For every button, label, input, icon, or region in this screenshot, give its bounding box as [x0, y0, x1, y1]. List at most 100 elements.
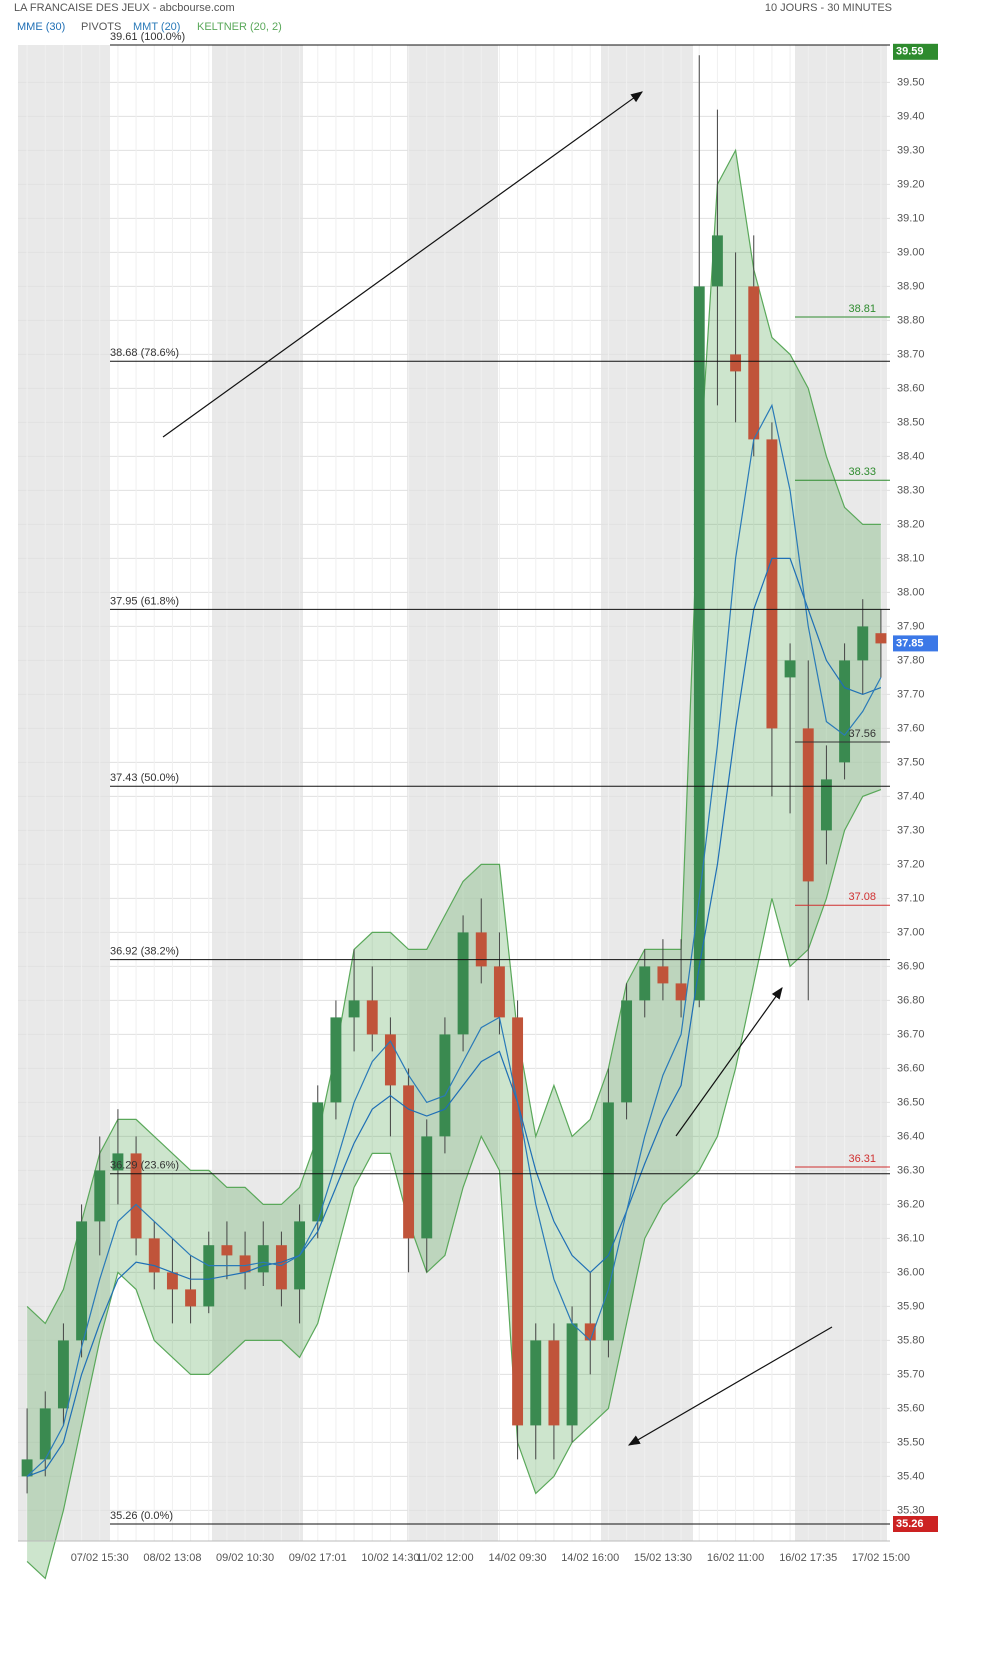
candle-body — [711, 235, 723, 287]
fib-label: 36.29 (23.6%) — [110, 1160, 179, 1172]
y-tick-label: 38.90 — [897, 280, 925, 292]
candle-body — [94, 1170, 106, 1222]
candle-body — [857, 626, 869, 661]
candle-body — [475, 932, 487, 967]
candle-body — [602, 1102, 614, 1341]
candle-body — [348, 1000, 360, 1018]
candle-body — [239, 1255, 251, 1273]
y-tick-label: 38.80 — [897, 314, 925, 326]
y-tick-label: 36.80 — [897, 994, 925, 1006]
candle-body — [166, 1272, 178, 1290]
y-tick-label: 38.50 — [897, 416, 925, 428]
y-tick-label: 36.30 — [897, 1164, 925, 1176]
y-tick-label: 37.30 — [897, 824, 925, 836]
candle-body — [148, 1238, 160, 1273]
y-tick-label: 37.40 — [897, 790, 925, 802]
candle-body — [548, 1340, 560, 1426]
grid — [18, 45, 890, 1541]
x-tick-label: 16/02 11:00 — [707, 1552, 764, 1564]
candle-body — [530, 1340, 542, 1426]
candle-body — [275, 1245, 287, 1290]
y-tick-label: 37.50 — [897, 756, 925, 768]
candle-body — [748, 286, 760, 440]
candle-body — [457, 932, 469, 1035]
fib-label: 37.95 (61.8%) — [110, 595, 179, 607]
keltner-upper — [26, 148, 881, 1325]
candle-body — [112, 1153, 124, 1171]
y-tick-label: 37.80 — [897, 654, 925, 666]
candle-body — [512, 1017, 524, 1426]
plot — [21, 55, 887, 1580]
pivot-label: 38.33 — [848, 466, 876, 478]
pivot-label: 37.56 — [848, 728, 876, 740]
keltner-fill — [27, 150, 881, 1579]
candle-body — [493, 966, 505, 1018]
x-tick-label: 10/02 14:30 — [361, 1552, 419, 1564]
y-tick-label: 35.40 — [897, 1470, 925, 1482]
pivot-label: 36.31 — [848, 1153, 876, 1165]
y-tick-label: 38.00 — [897, 586, 925, 598]
y-tick-label: 38.10 — [897, 552, 925, 564]
fib-label: 35.26 (0.0%) — [110, 1510, 173, 1522]
y-tick-label: 37.10 — [897, 892, 925, 904]
candle-body — [384, 1034, 396, 1086]
arrow — [627, 1326, 833, 1446]
y-tick-label: 36.20 — [897, 1198, 925, 1210]
candle-body — [76, 1221, 88, 1341]
y-tick-label: 39.40 — [897, 110, 925, 122]
legend-entry: MMT (20) — [133, 21, 180, 33]
price-badge-label: 39.59 — [896, 46, 924, 58]
candle-body — [766, 439, 778, 729]
candle-body — [21, 1459, 33, 1477]
candle-body — [366, 1000, 378, 1035]
candle-body — [203, 1245, 215, 1307]
legend-entry: MME (30) — [17, 21, 65, 33]
x-tick-label: 14/02 09:30 — [489, 1552, 547, 1564]
candle-body — [584, 1323, 596, 1341]
candle-body — [657, 966, 669, 984]
x-tick-label: 09/02 17:01 — [289, 1552, 347, 1564]
candle-body — [639, 966, 651, 1001]
day-band — [407, 45, 498, 1541]
y-tick-label: 39.10 — [897, 212, 925, 224]
keltner-lower — [26, 789, 882, 1580]
y-tick-label: 36.70 — [897, 1028, 925, 1040]
candle-body — [312, 1102, 324, 1222]
x-tick-label: 11/02 12:00 — [416, 1552, 473, 1564]
y-tick-label: 37.20 — [897, 858, 925, 870]
price-badge — [893, 635, 938, 652]
candle-body — [730, 354, 742, 372]
x-tick-label: 16/02 17:35 — [779, 1552, 837, 1564]
y-tick-label: 38.70 — [897, 348, 925, 360]
day-band — [18, 45, 110, 1541]
y-tick-label: 38.40 — [897, 450, 925, 462]
candle-body — [784, 660, 796, 678]
arrow — [162, 91, 643, 438]
candle-body — [820, 779, 832, 831]
y-tick-label: 39.50 — [897, 76, 925, 88]
arrows — [162, 91, 833, 1446]
y-tick-label: 38.60 — [897, 382, 925, 394]
chart-subtitle: 10 JOURS - 30 MINUTES — [765, 2, 892, 14]
candle-body — [330, 1017, 342, 1103]
price-badge-label: 37.85 — [896, 637, 924, 649]
fib-label: 39.61 (100.0%) — [110, 31, 185, 43]
candle-body — [403, 1085, 415, 1239]
mme-line — [26, 557, 882, 1477]
y-tick-label: 36.60 — [897, 1062, 925, 1074]
candle-body — [802, 728, 814, 882]
y-tick-label: 35.60 — [897, 1402, 925, 1414]
y-tick-label: 39.30 — [897, 144, 925, 156]
x-tick-label: 17/02 15:00 — [852, 1552, 910, 1564]
price-badge-label: 35.26 — [896, 1518, 924, 1530]
candle-body — [221, 1245, 233, 1256]
candle-body — [130, 1153, 142, 1239]
legend-entry: PIVOTS — [81, 21, 121, 33]
candle-body — [421, 1136, 433, 1239]
y-tick-label: 35.30 — [897, 1504, 925, 1516]
y-tick-label: 39.20 — [897, 178, 925, 190]
candle-body — [675, 983, 687, 1001]
chart-title: LA FRANCAISE DES JEUX - abcbourse.com — [14, 2, 235, 14]
y-tick-label: 36.50 — [897, 1096, 925, 1108]
